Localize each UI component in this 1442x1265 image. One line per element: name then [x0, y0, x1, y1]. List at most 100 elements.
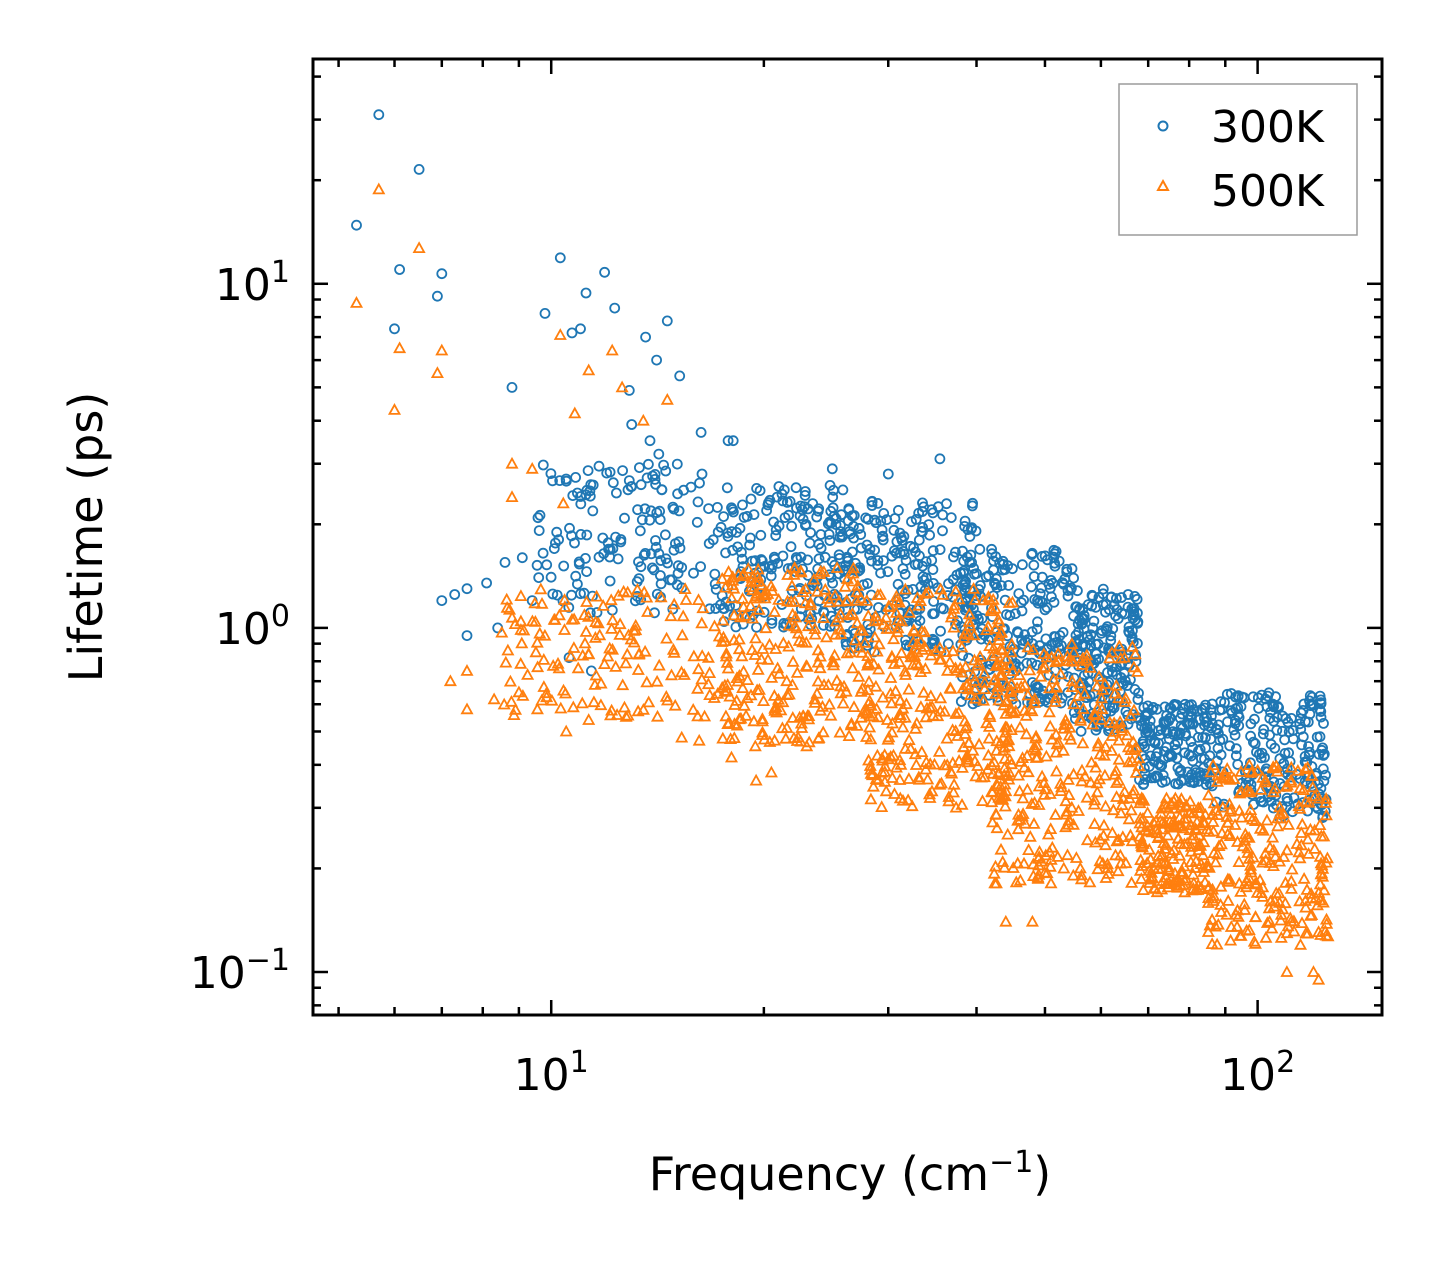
point-500K — [1138, 823, 1152, 836]
point-300K — [773, 481, 785, 492]
point-300K — [872, 497, 884, 509]
point-500K — [594, 676, 608, 689]
point-500K — [833, 725, 847, 738]
point-300K — [848, 510, 860, 521]
point-500K — [1075, 763, 1089, 776]
point-500K — [715, 635, 729, 647]
point-500K — [1211, 917, 1225, 930]
point-500K — [946, 644, 960, 657]
point-500K — [1310, 898, 1324, 911]
point-500K — [833, 622, 847, 635]
point-500K — [1031, 750, 1045, 763]
point-300K — [799, 486, 811, 497]
point-500K — [997, 860, 1011, 873]
point-500K — [828, 627, 843, 640]
point-500K — [876, 690, 890, 703]
point-500K — [530, 702, 544, 715]
point-300K — [666, 574, 678, 586]
point-500K — [632, 646, 646, 659]
point-500K — [621, 708, 635, 721]
point-500K — [913, 594, 928, 606]
point-500K — [1308, 842, 1322, 854]
point-500K — [1133, 796, 1147, 809]
point-500K — [1284, 760, 1298, 773]
point-500K — [850, 616, 864, 629]
point-300K — [1055, 640, 1067, 651]
point-500K — [928, 644, 943, 656]
point-500K — [1259, 930, 1273, 943]
point-500K — [349, 296, 364, 308]
point-500K — [921, 772, 935, 785]
point-500K — [1300, 883, 1314, 895]
point-500K — [619, 709, 633, 722]
point-500K — [915, 745, 929, 757]
point-300K — [661, 315, 673, 327]
point-300K — [1040, 633, 1052, 645]
point-500K — [1146, 871, 1160, 884]
point-500K — [1071, 689, 1085, 701]
point-300K — [1249, 738, 1261, 750]
point-500K — [864, 792, 878, 805]
point-500K — [972, 737, 986, 750]
point-500K — [1144, 852, 1158, 865]
point-500K — [1013, 784, 1027, 797]
point-500K — [1176, 821, 1190, 834]
point-300K — [1245, 730, 1256, 742]
point-500K — [698, 709, 712, 722]
point-300K — [1232, 702, 1244, 714]
point-500K — [889, 589, 904, 602]
point-500K — [1235, 810, 1249, 823]
point-500K — [839, 684, 853, 697]
point-300K — [1268, 715, 1280, 727]
point-500K — [893, 693, 907, 706]
point-300K — [965, 523, 977, 535]
point-500K — [1220, 815, 1235, 828]
point-500K — [1071, 804, 1086, 816]
point-500K — [1041, 827, 1055, 840]
point-500K — [786, 607, 800, 620]
point-500K — [691, 681, 705, 694]
point-500K — [893, 708, 907, 720]
point-500K — [629, 618, 643, 631]
point-500K — [813, 661, 827, 674]
point-500K — [1158, 797, 1172, 810]
point-500K — [659, 689, 673, 702]
point-500K — [1134, 872, 1148, 884]
point-300K — [765, 563, 777, 575]
point-500K — [871, 588, 885, 600]
point-500K — [703, 688, 717, 700]
point-500K — [817, 565, 831, 577]
point-300K — [575, 323, 586, 335]
point-500K — [701, 677, 715, 690]
point-500K — [910, 637, 924, 650]
point-500K — [955, 640, 969, 653]
point-500K — [582, 713, 596, 725]
point-300K — [955, 696, 967, 707]
point-500K — [528, 615, 542, 627]
point-300K — [461, 630, 473, 641]
point-500K — [992, 615, 1006, 628]
point-500K — [1090, 701, 1104, 714]
point-300K — [968, 562, 979, 574]
point-500K — [985, 815, 1000, 828]
point-300K — [545, 468, 557, 480]
point-300K — [1021, 657, 1033, 669]
point-500K — [781, 568, 795, 580]
point-500K — [893, 773, 907, 785]
point-500K — [919, 755, 933, 768]
point-500K — [1280, 926, 1294, 939]
point-500K — [1099, 799, 1113, 812]
point-500K — [731, 674, 745, 687]
point-300K — [537, 459, 549, 471]
point-300K — [1261, 701, 1273, 713]
point-500K — [594, 698, 608, 711]
point-500K — [813, 703, 828, 716]
point-300K — [897, 546, 909, 557]
point-500K — [864, 762, 878, 775]
point-500K — [1223, 829, 1237, 841]
point-300K — [778, 484, 790, 496]
point-500K — [1178, 885, 1192, 898]
point-500K — [932, 745, 946, 757]
point-500K — [1147, 861, 1161, 874]
